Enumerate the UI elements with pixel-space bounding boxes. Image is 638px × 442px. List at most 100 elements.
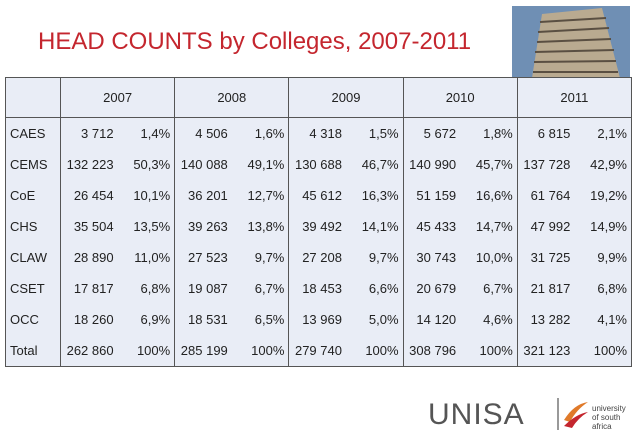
year-header: 2011: [516, 77, 632, 118]
count-cell: 4 506: [174, 117, 232, 149]
percent-cell: 4,1%: [597, 312, 627, 327]
percent-cell: 4,6%: [483, 312, 513, 327]
logo-name: UNISA: [428, 398, 525, 431]
logo-mark: [557, 398, 588, 430]
percent-cell: 100%: [251, 343, 285, 358]
count-cell: 18 260: [59, 304, 118, 335]
row-label: CAES: [10, 126, 46, 141]
count-cell: 27 208: [288, 242, 346, 273]
count-cell: 27 523: [174, 242, 232, 273]
count-cell: 61 764: [516, 180, 575, 211]
percent-cell: 1,5%: [368, 126, 399, 141]
tagline-line: of south africa: [592, 413, 621, 431]
count-cell: 30 743: [402, 242, 461, 273]
percent-cell: 6,6%: [368, 281, 399, 296]
count-cell: 17 817: [59, 273, 118, 304]
count-cell: 13 969: [288, 304, 346, 335]
count-cell: 308 796: [402, 335, 461, 367]
percent-cell: 100%: [365, 343, 399, 358]
row-label: CLAW: [10, 250, 48, 265]
count-cell: 279 740: [288, 335, 346, 367]
count-cell: 262 860: [59, 335, 118, 367]
count-cell: 132 223: [59, 149, 118, 180]
percent-cell: 46,7%: [361, 157, 399, 172]
percent-cell: 1,6%: [254, 126, 285, 141]
count-cell: 13 282: [516, 304, 575, 335]
percent-cell: 42,9%: [590, 157, 627, 172]
headcount-table: 2007 2008 2009 2010 2011 CAES 3 712 1,4% 4 506 1…: [5, 77, 632, 367]
percent-cell: 9,7%: [254, 250, 285, 265]
percent-cell: 14,1%: [361, 219, 399, 234]
count-cell: 39 263: [174, 211, 232, 242]
count-cell: 5 672: [402, 117, 461, 149]
count-cell: 18 531: [174, 304, 232, 335]
row-label: CoE: [10, 188, 36, 203]
corner-cell: [5, 77, 61, 118]
percent-cell: 12,7%: [247, 188, 285, 203]
count-cell: 36 201: [174, 180, 232, 211]
row-label: CEMS: [10, 157, 48, 172]
percent-cell: 11,0%: [134, 250, 171, 265]
data-row: CHS 35 504 13,5% 39 263 13,8% 39 492 14,1% 45 4…: [6, 211, 632, 242]
percent-cell: 13,5%: [133, 219, 171, 234]
count-cell: 3 712: [59, 117, 118, 149]
count-cell: 14 120: [402, 304, 461, 335]
count-cell: 137 728: [516, 149, 575, 180]
percent-cell: 9,9%: [597, 250, 627, 265]
data-row: CSET 17 817 6,8% 19 087 6,7% 18 453 6,6% 20 679…: [6, 273, 632, 304]
count-cell: 31 725: [516, 242, 575, 273]
count-cell: 19 087: [174, 273, 232, 304]
percent-cell: 19,2%: [590, 188, 627, 203]
count-cell: 39 492: [288, 211, 346, 242]
count-cell: 47 992: [516, 211, 575, 242]
data-row: CEMS 132 223 50,3% 140 088 49,1% 130 688 46,7%…: [6, 149, 632, 180]
logo-tagline: university of south africa: [592, 404, 626, 431]
row-label: Total: [10, 343, 38, 358]
percent-cell: 100%: [479, 343, 513, 358]
percent-cell: 6,7%: [254, 281, 285, 296]
percent-cell: 6,8%: [597, 281, 627, 296]
percent-cell: 100%: [593, 343, 627, 358]
percent-cell: 14,9%: [590, 219, 627, 234]
row-label: OCC: [10, 312, 39, 327]
windows: [533, 17, 618, 73]
count-cell: 130 688: [288, 149, 346, 180]
year-header: 2007: [59, 77, 175, 118]
count-cell: 140 088: [174, 149, 232, 180]
year-header: 2008: [174, 77, 289, 118]
percent-cell: 14,7%: [475, 219, 513, 234]
count-cell: 20 679: [402, 273, 461, 304]
percent-cell: 1,8%: [483, 126, 513, 141]
percent-cell: 16,3%: [361, 188, 399, 203]
percent-cell: 1,4%: [140, 126, 171, 141]
row-label: CSET: [10, 281, 45, 296]
count-cell: 6 815: [516, 117, 575, 149]
percent-cell: 6,8%: [140, 281, 171, 296]
count-cell: 26 454: [59, 180, 118, 211]
slide-title: HEAD COUNTS by Colleges, 2007-2011: [38, 28, 472, 55]
count-cell: 21 817: [516, 273, 575, 304]
percent-cell: 100%: [136, 343, 171, 358]
percent-cell: 10,1%: [133, 188, 171, 203]
percent-cell: 5,0%: [368, 312, 399, 327]
percent-cell: 49,1%: [247, 157, 285, 172]
percent-cell: 16,6%: [475, 188, 513, 203]
percent-cell: 6,7%: [483, 281, 513, 296]
percent-cell: 45,7%: [475, 157, 513, 172]
count-cell: 140 990: [402, 149, 461, 180]
percent-cell: 6,5%: [254, 312, 285, 327]
percent-cell: 9,7%: [368, 250, 399, 265]
row-label: CHS: [10, 219, 38, 234]
count-cell: 35 504: [59, 211, 118, 242]
count-cell: 18 453: [288, 273, 346, 304]
data-row: CAES 3 712 1,4% 4 506 1,6% 4 318 1,5% 5 672 1,8%…: [6, 117, 632, 149]
tagline-line: university: [592, 404, 626, 413]
percent-cell: 13,8%: [247, 219, 285, 234]
count-cell: 45 433: [402, 211, 461, 242]
percent-cell: 6,9%: [140, 312, 171, 327]
count-cell: 28 890: [59, 242, 118, 273]
data-row: Total 262 860 100% 285 199 100% 279 740 100% 30…: [6, 335, 632, 367]
count-cell: 321 123: [516, 335, 575, 367]
building-photo: [512, 6, 630, 78]
